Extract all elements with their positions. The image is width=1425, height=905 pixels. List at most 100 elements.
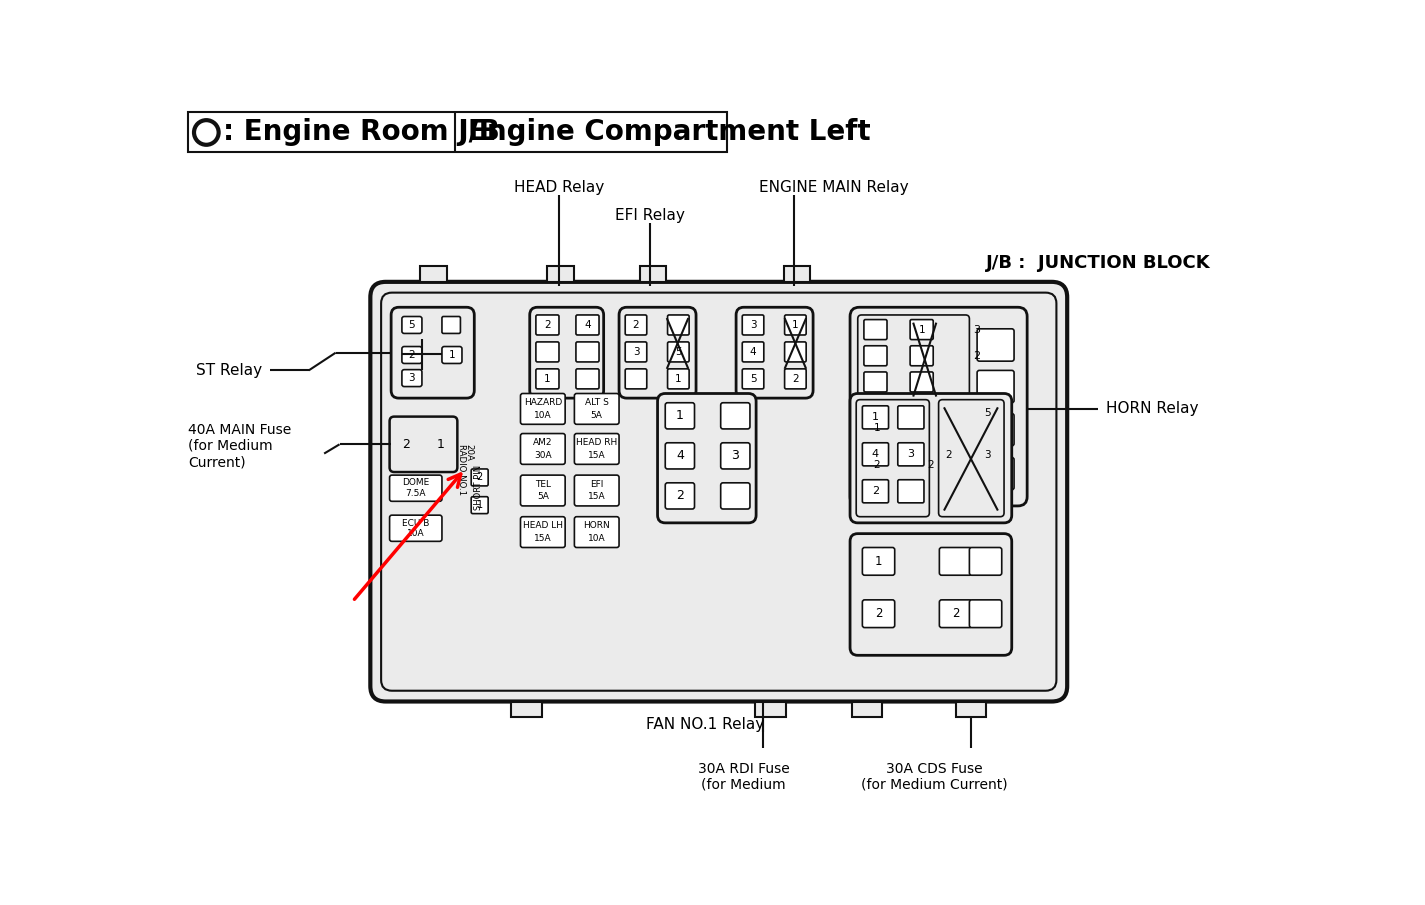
Text: 2: 2 [792,374,798,384]
FancyBboxPatch shape [389,475,442,501]
Bar [512,701,542,717]
Text: ST Relay: ST Relay [195,363,262,378]
Text: ECU B: ECU B [402,519,429,528]
Text: 5: 5 [983,408,990,418]
Text: 30A CDS Fuse
(for Medium Current): 30A CDS Fuse (for Medium Current) [862,762,1007,792]
Bar [852,701,882,717]
FancyBboxPatch shape [536,342,559,362]
Text: HEAD LH: HEAD LH [523,521,563,530]
Text: 2: 2 [476,472,483,482]
Text: TEL: TEL [534,480,551,489]
Bar [755,701,787,717]
Text: 3: 3 [750,320,757,330]
Text: 2: 2 [675,490,684,502]
Text: SHORT PIN: SHORT PIN [475,465,483,510]
Text: 2: 2 [403,438,410,451]
Text: HORN: HORN [583,521,610,530]
Bar [420,266,446,281]
Text: 1: 1 [544,374,550,384]
FancyBboxPatch shape [969,548,1002,576]
FancyBboxPatch shape [721,443,750,469]
Text: 5: 5 [409,320,415,330]
Text: 2: 2 [973,351,980,361]
Text: EFI Relay: EFI Relay [616,207,685,223]
FancyBboxPatch shape [862,480,889,503]
Text: 3: 3 [633,347,640,357]
Bar [547,266,574,281]
FancyBboxPatch shape [851,394,1012,523]
Text: 10A: 10A [589,534,606,543]
FancyBboxPatch shape [574,394,618,424]
FancyBboxPatch shape [742,369,764,389]
Text: 3: 3 [983,450,990,460]
Text: 5: 5 [675,347,681,357]
Text: 4: 4 [750,347,757,357]
FancyBboxPatch shape [626,315,647,335]
FancyBboxPatch shape [862,405,889,429]
Text: J/B :  JUNCTION BLOCK: J/B : JUNCTION BLOCK [986,253,1211,272]
Text: 1: 1 [918,325,925,335]
FancyBboxPatch shape [667,315,690,335]
Text: 1: 1 [436,438,445,451]
Bar [784,266,809,281]
Text: 2: 2 [633,320,640,330]
FancyBboxPatch shape [862,600,895,627]
Text: 1: 1 [675,374,681,384]
FancyBboxPatch shape [911,346,933,366]
FancyBboxPatch shape [978,457,1015,490]
FancyBboxPatch shape [939,548,972,576]
FancyBboxPatch shape [898,480,923,503]
Text: 4: 4 [675,450,684,462]
Text: 1: 1 [476,500,483,510]
FancyBboxPatch shape [785,315,807,335]
Text: : Engine Room J/B: : Engine Room J/B [224,119,500,147]
Text: ENGINE MAIN Relay: ENGINE MAIN Relay [760,180,909,195]
FancyBboxPatch shape [530,308,604,398]
FancyBboxPatch shape [472,469,489,486]
FancyBboxPatch shape [667,342,690,362]
FancyBboxPatch shape [898,443,923,466]
Text: 2: 2 [874,460,881,470]
FancyBboxPatch shape [978,329,1015,361]
Text: HEAD RH: HEAD RH [576,438,617,447]
Text: 4: 4 [872,449,879,460]
FancyBboxPatch shape [898,405,923,429]
Text: 2: 2 [928,460,935,470]
Text: HORN Relay: HORN Relay [1106,402,1198,416]
FancyBboxPatch shape [742,342,764,362]
FancyBboxPatch shape [576,342,598,362]
FancyBboxPatch shape [721,483,750,509]
FancyBboxPatch shape [442,317,460,333]
FancyBboxPatch shape [862,548,895,576]
FancyBboxPatch shape [864,453,891,477]
Text: FAN NO.1 Relay: FAN NO.1 Relay [646,717,764,732]
FancyBboxPatch shape [442,347,462,364]
FancyBboxPatch shape [657,394,757,523]
Text: 2: 2 [872,486,879,496]
Text: 10A: 10A [408,529,425,538]
Text: 1: 1 [874,424,881,433]
Text: 2: 2 [544,320,550,330]
FancyBboxPatch shape [402,347,422,364]
Text: 40A MAIN Fuse
(for Medium
Current): 40A MAIN Fuse (for Medium Current) [188,423,291,469]
Text: 2: 2 [409,350,415,360]
FancyBboxPatch shape [389,416,457,472]
FancyBboxPatch shape [969,600,1002,627]
Text: 1: 1 [872,413,879,423]
FancyBboxPatch shape [851,308,1027,506]
FancyBboxPatch shape [785,342,807,362]
Text: 1: 1 [875,555,882,567]
FancyBboxPatch shape [862,443,889,466]
Text: 3: 3 [908,449,915,460]
FancyBboxPatch shape [626,369,647,389]
Text: AM2: AM2 [533,438,553,447]
FancyBboxPatch shape [520,475,566,506]
FancyBboxPatch shape [536,315,559,335]
FancyBboxPatch shape [390,308,475,398]
FancyBboxPatch shape [618,308,695,398]
Text: RADIO NO.1: RADIO NO.1 [456,444,466,495]
FancyBboxPatch shape [911,372,933,392]
Text: 7.5A: 7.5A [406,489,426,498]
Text: 10A: 10A [534,411,551,420]
FancyBboxPatch shape [520,433,566,464]
